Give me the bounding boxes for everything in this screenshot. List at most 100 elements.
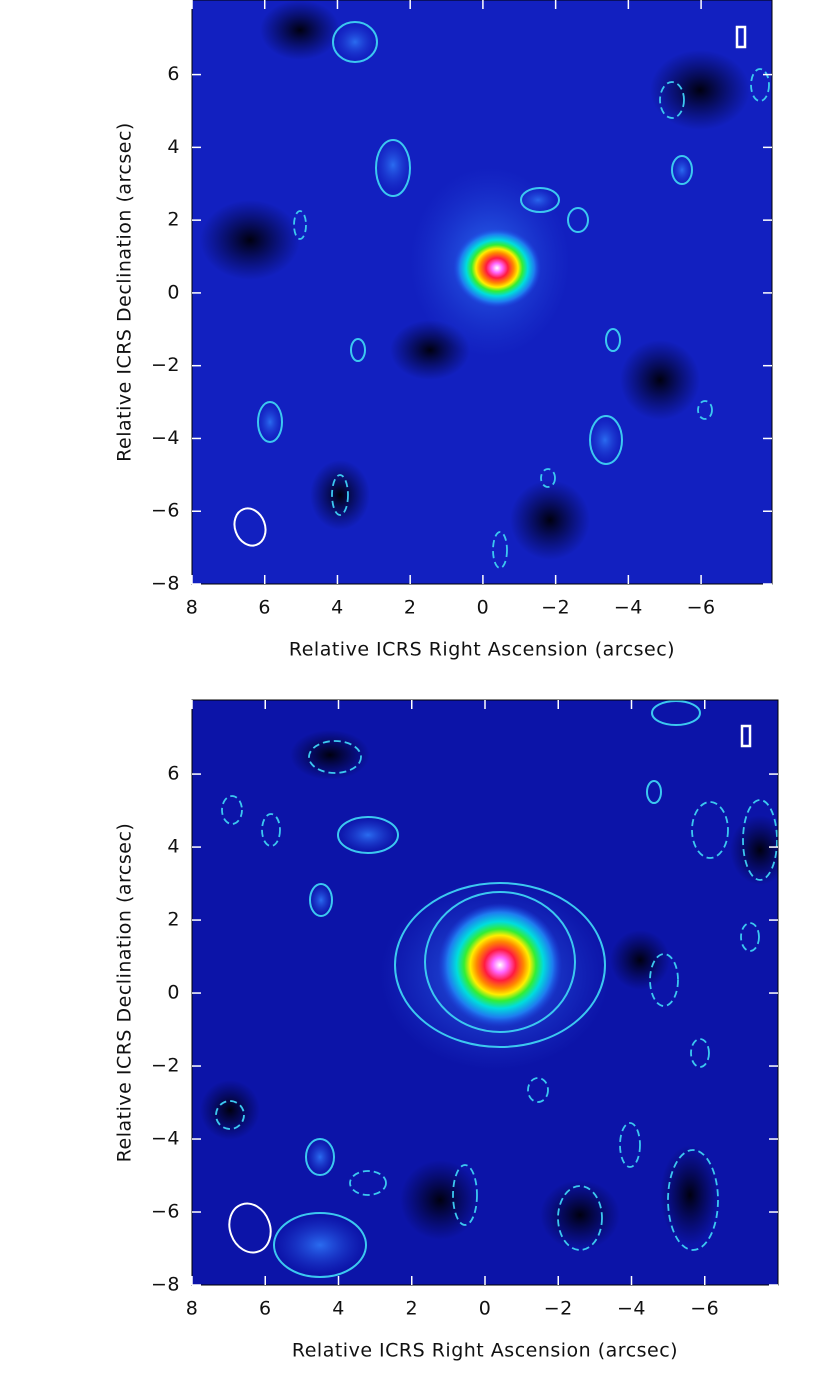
x-tick-label: −4 [614,597,643,619]
y-tick-label: 2 [167,909,180,931]
negative-contour [619,1122,641,1168]
negative-contour [527,1077,549,1103]
negative-contour [742,799,778,881]
contour [520,187,560,213]
source [453,228,541,308]
negative-contour [697,400,713,420]
y-tick-label: −6 [151,500,180,522]
y-tick-label: 0 [167,281,180,303]
x-tick-label: −2 [541,597,570,619]
contour [589,415,623,465]
noise-bright [338,817,398,853]
contour [309,883,333,917]
beam [228,1202,272,1254]
y-tick-label: −8 [151,1274,180,1296]
noise-dark [660,1145,720,1245]
y-tick-label: −6 [151,1201,180,1223]
x-tick-label: 6 [258,597,271,619]
y-tick-label: 4 [167,136,180,158]
noise-dark [540,1180,620,1250]
y-tick-label: −2 [151,354,180,376]
x-tick-label: −6 [690,1298,719,1320]
negative-contour [261,813,281,847]
noise-dark [620,340,700,420]
x-tick-label: 8 [186,597,199,619]
noise-bright [309,884,333,916]
negative-contour [215,1100,245,1130]
y-axis-label: Relative ICRS Declination (arcsec) [114,122,136,462]
noise-bright [589,418,621,462]
contour [350,338,366,362]
noise-bright [258,404,282,440]
noise-dark [730,815,778,885]
contour [375,139,411,197]
noise-bright [275,1215,365,1275]
negative-contour [740,922,760,952]
negative-contour [667,1149,719,1251]
noise-dark [510,480,590,560]
x-axis-label: Relative ICRS Right Ascension (arcsec) [289,639,675,661]
negative-contour [690,1038,710,1068]
scale-marker [740,724,752,748]
x-tick-label: 2 [405,1298,418,1320]
x-tick-label: −2 [544,1298,573,1320]
noise-dark [260,0,340,60]
y-tick-label: −4 [151,427,180,449]
x-axis-label: Relative ICRS Right Ascension (arcsec) [292,1340,678,1362]
noise-dark [290,730,370,780]
negative-contour [221,795,243,825]
noise-bright [335,24,375,60]
negative-contour [492,531,508,569]
negative-contour [349,1170,387,1196]
contour [605,328,621,352]
noise-dark [650,50,750,130]
contour [394,882,606,1048]
y-tick-label: 2 [167,209,180,231]
map-image [192,0,772,584]
negative-contour [750,68,770,102]
scale-marker [735,25,747,49]
beam [233,507,267,547]
contour [646,780,662,804]
y-tick-label: −2 [151,1055,180,1077]
negative-contour [557,1185,603,1251]
x-tick-label: −6 [687,597,716,619]
x-tick-label: 4 [332,1298,345,1320]
negative-contour [540,468,556,488]
contour [651,700,701,726]
noise-bright [306,1139,334,1175]
map-panel: 8 6 4 2 0 −2 −4 −6 −8 −6 −4 −2 0 2 4 6 Relative ICRS Rig… [114,699,779,1362]
y-tick-label: 6 [167,763,180,785]
contour [567,207,589,233]
x-tick-label: 4 [331,597,344,619]
map-image [192,700,778,1285]
negative-contour [293,210,307,240]
noise-dark [400,1160,480,1240]
negative-contour [331,474,349,516]
y-tick-label: 0 [167,982,180,1004]
contour [424,891,576,1033]
y-tick-label: −8 [151,573,180,595]
contour [305,1138,335,1176]
y-tick-label: 6 [167,63,180,85]
negative-contour [308,740,362,774]
contour [332,21,378,63]
negative-contour [452,1164,478,1226]
negative-contour [659,81,685,119]
x-tick-label: 2 [404,597,417,619]
noise-bright [375,139,411,191]
negative-contour [649,953,679,1007]
x-tick-label: 0 [477,597,490,619]
contour [273,1212,367,1278]
y-axis-label: Relative ICRS Declination (arcsec) [114,823,136,1163]
contour [257,401,283,443]
x-tick-label: 0 [479,1298,492,1320]
x-tick-label: 8 [186,1298,199,1320]
contour [337,816,399,854]
noise-bright [672,156,692,184]
y-tick-label: −4 [151,1128,180,1150]
frame [191,0,773,585]
contour [671,155,693,185]
map-panel: 8 6 4 2 0 −2 −4 −6 −8 −6 −4 −2 0 2 4 6 Relative ICRS Rig… [114,0,773,661]
